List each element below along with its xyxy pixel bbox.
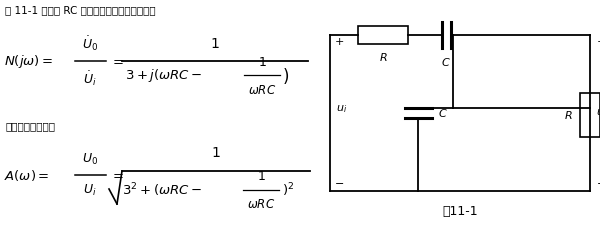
Bar [580,93,600,137]
Text: $\dot{U}_i$: $\dot{U}_i$ [83,69,97,88]
Text: $C$: $C$ [441,56,451,68]
Text: $-$: $-$ [596,177,600,187]
Text: $N(j\omega)=$: $N(j\omega)=$ [4,52,53,69]
Text: $-$: $-$ [334,177,344,187]
Text: $)$: $)$ [283,66,290,86]
Text: $+$: $+$ [334,36,344,47]
Text: 图11-1: 图11-1 [442,205,478,218]
Text: $U_i$: $U_i$ [83,183,97,198]
Text: $u_0$: $u_0$ [596,107,600,119]
Text: $\omega RC$: $\omega RC$ [248,84,276,97]
Text: $1$: $1$ [210,36,220,51]
Text: $u_i$: $u_i$ [336,103,347,115]
Text: $=$: $=$ [110,168,124,182]
Text: $R$: $R$ [379,51,388,63]
Text: $1$: $1$ [211,146,221,160]
Text: $3+j(\omega RC-$: $3+j(\omega RC-$ [125,67,202,84]
Text: $C$: $C$ [439,107,448,119]
Text: $1$: $1$ [257,171,265,183]
Text: 图 11-1 所示的 RC 串、并联电路的频率特性：: 图 11-1 所示的 RC 串、并联电路的频率特性： [5,5,155,15]
Text: $R$: $R$ [565,109,573,121]
Text: $\omega RC$: $\omega RC$ [247,198,275,210]
Text: $A(\omega)=$: $A(\omega)=$ [4,167,49,182]
Text: 其中幅频特性为：: 其中幅频特性为： [5,121,55,131]
Text: $+$: $+$ [596,36,600,47]
Bar [358,26,408,44]
Text: $=$: $=$ [110,54,124,68]
Text: $1$: $1$ [257,55,266,69]
Text: $)^2$: $)^2$ [281,181,293,199]
Text: $U_0$: $U_0$ [82,152,98,167]
Text: $\dot{U}_0$: $\dot{U}_0$ [82,34,98,53]
Text: $3^2+(\omega RC-$: $3^2+(\omega RC-$ [122,181,202,199]
